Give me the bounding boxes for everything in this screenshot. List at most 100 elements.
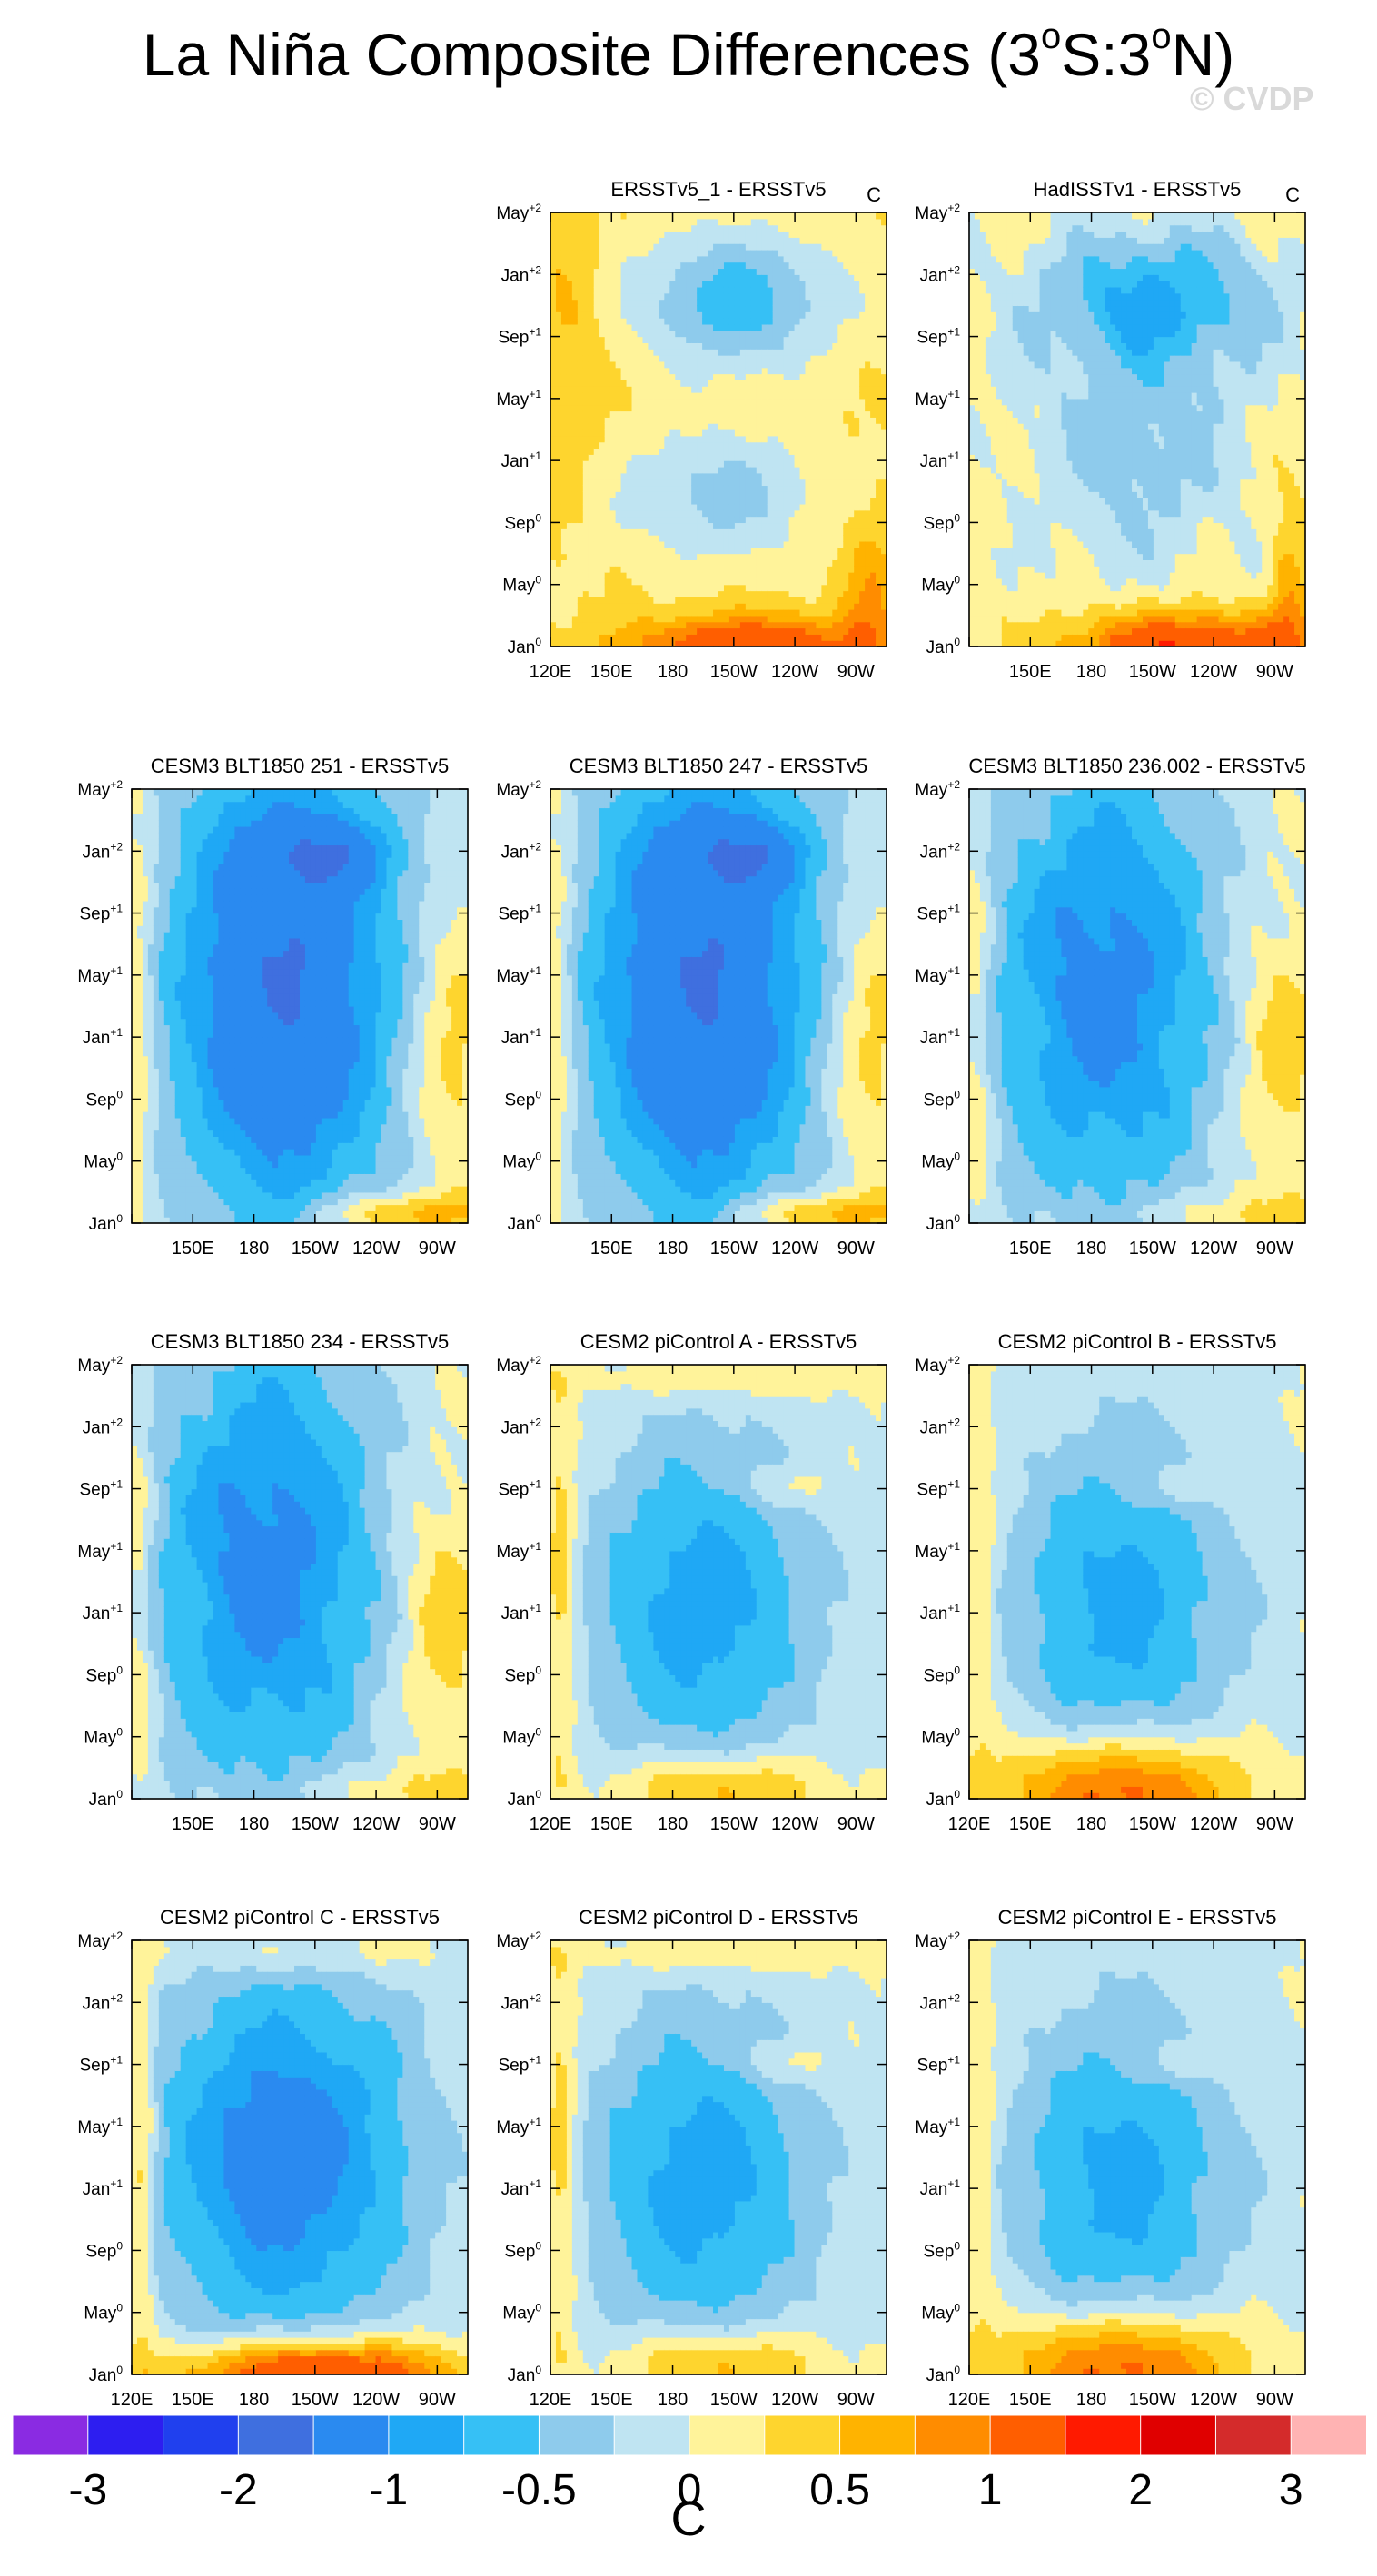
field-cell: [567, 281, 573, 287]
field-cell: [561, 622, 568, 628]
field-cell: [572, 628, 579, 635]
field-cell: [589, 436, 595, 442]
field-cell: [594, 591, 600, 597]
field-cell: [578, 368, 584, 374]
field-cell: [556, 436, 562, 442]
field-cell: [567, 479, 573, 486]
field-cell: [561, 616, 568, 622]
field-cell: [556, 597, 562, 603]
field-cell: [599, 597, 606, 603]
field-cell: [572, 342, 579, 349]
field-cell: [561, 318, 568, 324]
field-cell: [578, 566, 584, 572]
field-cell: [605, 634, 611, 640]
field-cell: [594, 510, 600, 517]
field-cell: [556, 498, 562, 504]
field-cell: [578, 485, 584, 491]
field-cell: [550, 386, 557, 392]
field-cell: [561, 331, 568, 337]
field-cell: [589, 237, 595, 243]
field-cell: [561, 528, 568, 535]
field-cell: [594, 225, 600, 232]
field-cell: [599, 225, 606, 232]
field-cell: [583, 331, 589, 337]
field-cell: [578, 219, 584, 225]
field-cell: [594, 219, 600, 225]
field-cell: [599, 522, 606, 528]
field-cell: [589, 386, 595, 392]
field-cell: [556, 225, 562, 232]
field-cell: [572, 386, 579, 392]
field-cell: [578, 318, 584, 324]
field-cell: [578, 243, 584, 250]
field-cell: [556, 591, 562, 597]
field-cell: [561, 380, 568, 386]
field-cell: [578, 541, 584, 548]
field-cell: [556, 554, 562, 560]
field-cell: [599, 423, 606, 429]
field-cell: [572, 262, 579, 269]
field-cell: [599, 491, 606, 498]
field-cell: [583, 287, 589, 293]
field-cell: [556, 380, 562, 386]
field-cell: [572, 405, 579, 411]
field-cell: [599, 361, 606, 368]
field-cell: [589, 541, 595, 548]
field-cell: [599, 405, 606, 411]
field-cell: [556, 318, 562, 324]
field-cell: [550, 355, 557, 361]
field-cell: [556, 491, 562, 498]
field-cell: [594, 460, 600, 467]
field-cell: [599, 355, 606, 361]
field-cell: [561, 305, 568, 311]
field-cell: [556, 368, 562, 374]
field-cell: [567, 522, 573, 528]
field-cell: [550, 361, 557, 368]
field-cell: [578, 392, 584, 399]
field-cell: [578, 405, 584, 411]
field-cell: [605, 572, 611, 578]
field-cell: [594, 287, 600, 293]
field-cell: [583, 429, 589, 436]
field-cell: [556, 442, 562, 449]
field-cell: [578, 250, 584, 256]
field-cell: [572, 603, 579, 609]
field-cell: [583, 597, 589, 603]
field-cell: [550, 442, 557, 449]
field-cell: [567, 293, 573, 300]
field-cell: [599, 331, 606, 337]
field-cell: [589, 597, 595, 603]
field-cell: [589, 380, 595, 386]
field-cell: [578, 442, 584, 449]
field-cell: [583, 528, 589, 535]
field-cell: [567, 498, 573, 504]
field-cell: [594, 442, 600, 449]
field-cell: [561, 268, 568, 274]
field-cell: [572, 498, 579, 504]
field-cell: [561, 349, 568, 355]
field-cell: [567, 274, 573, 281]
field-cell: [561, 485, 568, 491]
field-cell: [561, 566, 568, 572]
field-cell: [550, 572, 557, 578]
field-cell: [599, 311, 606, 318]
field-cell: [594, 467, 600, 473]
field-cell: [578, 281, 584, 287]
field-cell: [556, 548, 562, 554]
field-cell: [572, 250, 579, 256]
field-cell: [589, 616, 595, 622]
field-cell: [599, 578, 606, 585]
field-cell: [578, 603, 584, 609]
field-cell: [572, 467, 579, 473]
field-cell: [589, 342, 595, 349]
field-cell: [578, 374, 584, 380]
field-cell: [594, 473, 600, 479]
field-cell: [550, 311, 557, 318]
field-cell: [567, 628, 573, 635]
field-cell: [599, 250, 606, 256]
field-cell: [561, 460, 568, 467]
field-cell: [572, 460, 579, 467]
field-cell: [599, 498, 606, 504]
field-cell: [550, 399, 557, 405]
field-cell: [583, 510, 589, 517]
